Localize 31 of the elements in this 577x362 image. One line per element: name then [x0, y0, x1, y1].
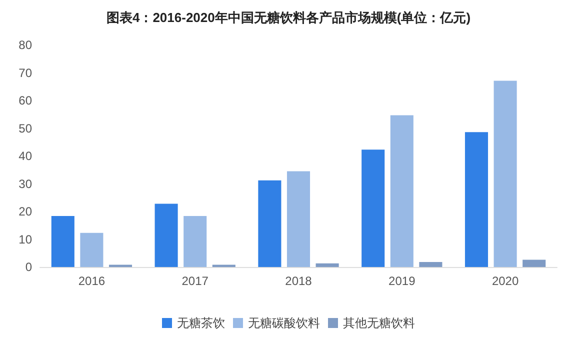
bar [184, 216, 207, 267]
bar [522, 260, 546, 267]
x-tick-label: 2018 [285, 274, 312, 288]
bar [258, 180, 282, 267]
y-tick-label: 20 [18, 204, 32, 218]
y-tick-label: 10 [18, 232, 32, 246]
y-tick-label: 30 [18, 176, 32, 191]
bar [51, 216, 74, 267]
chart-title: 图表4：2016-2020年中国无糖饮料各产品市场规模(单位：亿元) [106, 10, 471, 25]
bar [362, 150, 385, 267]
y-tick-label: 80 [18, 38, 32, 52]
bar [286, 171, 310, 267]
x-tick-label: 2017 [182, 274, 209, 288]
x-tick-label: 2019 [388, 274, 416, 288]
bar [154, 204, 178, 267]
bar [419, 262, 442, 267]
y-tick-label: 40 [18, 149, 32, 163]
bar [80, 232, 104, 267]
bar [316, 263, 339, 267]
y-tick-label: 60 [18, 94, 32, 108]
y-tick-label: 50 [18, 121, 32, 136]
legend-label: 无糖茶饮 [177, 316, 225, 330]
y-tick-label: 0 [25, 260, 32, 274]
legend-label: 无糖碳酸饮料 [248, 316, 320, 330]
bar [464, 132, 488, 267]
legend-label: 其他无糖饮料 [343, 316, 415, 330]
x-tick-label: 2016 [78, 274, 106, 288]
bar [494, 80, 517, 267]
bar [390, 115, 414, 267]
x-tick-label: 2020 [492, 274, 519, 288]
y-tick-label: 70 [18, 66, 32, 80]
